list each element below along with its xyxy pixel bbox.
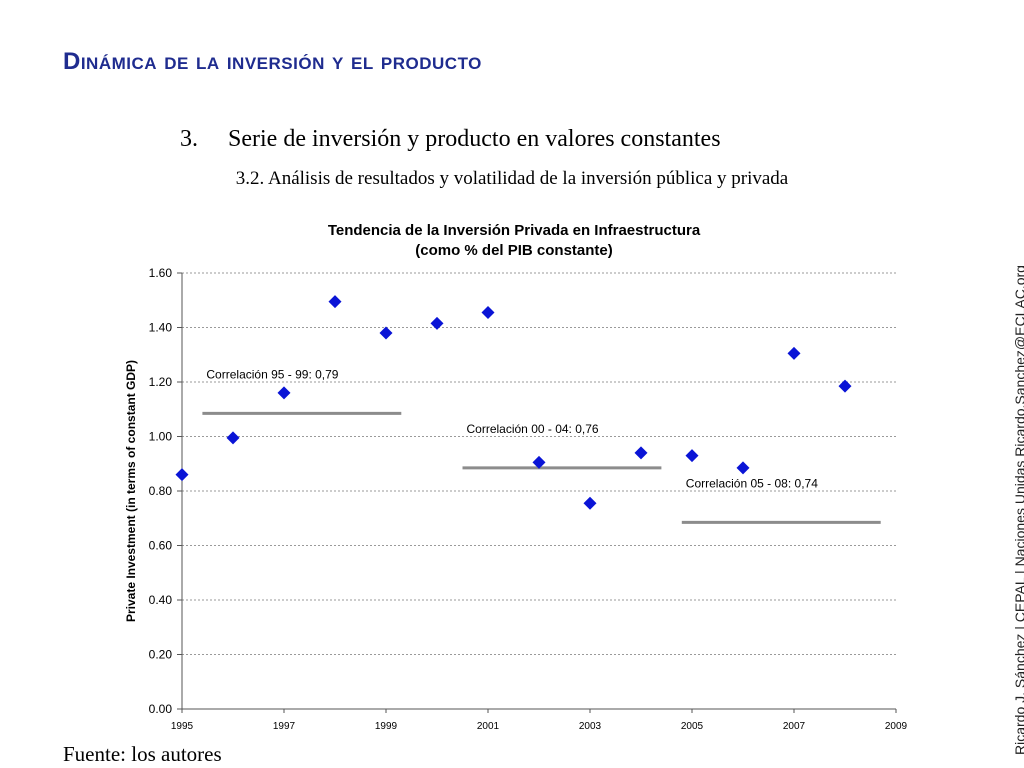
data-point <box>175 468 189 482</box>
chart-title-line: (como % del PIB constante) <box>415 242 613 259</box>
y-tick-label: 0.40 <box>149 593 173 607</box>
subheading: 3.2. Análisis de resultados y volatilida… <box>235 168 789 189</box>
data-point <box>226 431 240 445</box>
data-point <box>532 455 546 469</box>
data-point <box>379 326 393 340</box>
slide-title: Dinámica de la inversión y el producto <box>63 48 482 75</box>
y-tick-label: 1.40 <box>149 321 173 335</box>
section-heading: 3. Serie de inversión y producto en valor… <box>180 126 721 153</box>
data-point <box>328 295 342 309</box>
x-tick-label: 2005 <box>681 721 704 732</box>
section-number: 3. <box>180 126 198 152</box>
y-tick-label: 1.60 <box>149 266 173 280</box>
data-point <box>583 496 597 510</box>
y-tick-label: 0.00 <box>149 702 173 716</box>
side-credit: Ricardo J. Sánchez | CEPAL | Naciones Un… <box>1012 265 1024 755</box>
data-point <box>481 306 495 320</box>
y-tick-label: 1.00 <box>149 430 173 444</box>
x-tick-label: 2003 <box>579 721 602 732</box>
x-tick-label: 2001 <box>477 721 500 732</box>
data-point <box>736 461 750 475</box>
chart-title-line: Tendencia de la Inversión Privada en Inf… <box>328 222 701 239</box>
data-point <box>685 449 699 463</box>
y-axis-label: Private Investment (in terms of constant… <box>124 360 138 622</box>
y-tick-label: 0.20 <box>149 648 173 662</box>
y-tick-label: 0.80 <box>149 484 173 498</box>
data-point <box>634 446 648 460</box>
x-tick-label: 2007 <box>783 721 806 732</box>
data-point <box>787 346 801 360</box>
x-tick-label: 1995 <box>171 721 194 732</box>
data-point <box>277 386 291 400</box>
section-title: Serie de inversión y producto en valores… <box>228 126 721 152</box>
correlation-annotation: Correlación 05 - 08: 0,74 <box>686 476 818 490</box>
x-tick-label: 1997 <box>273 721 296 732</box>
correlation-annotation: Correlación 95 - 99: 0,79 <box>206 367 338 381</box>
y-tick-label: 1.20 <box>149 375 173 389</box>
correlation-annotation: Correlación 00 - 04: 0,76 <box>467 422 599 436</box>
source-note: Fuente: los autores <box>63 742 222 766</box>
x-tick-label: 1999 <box>375 721 398 732</box>
data-point <box>838 379 852 393</box>
y-tick-label: 0.60 <box>149 539 173 553</box>
x-tick-label: 2009 <box>885 721 908 732</box>
data-point <box>430 316 444 330</box>
